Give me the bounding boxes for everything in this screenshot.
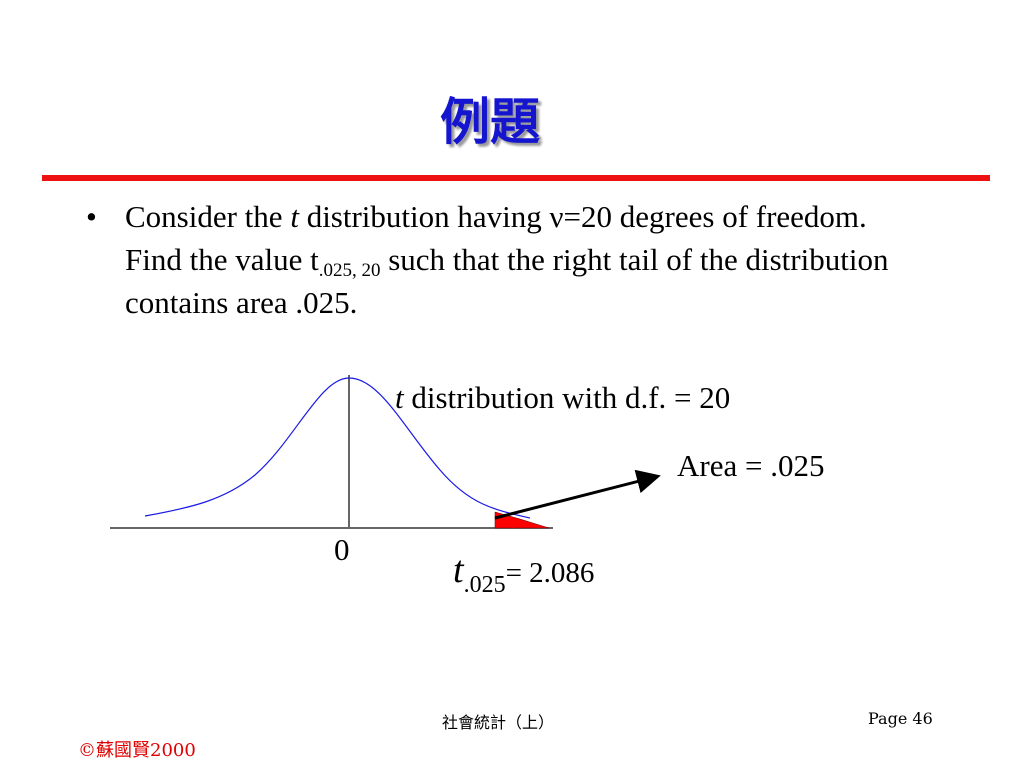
bullet-text: Consider the t distribution having ν=20 … xyxy=(125,195,925,324)
subscript: .025, 20 xyxy=(318,260,381,281)
density-curve xyxy=(144,377,531,519)
area-arrow xyxy=(494,469,661,520)
text-run: =20 degrees of freedom. Find the value t xyxy=(125,199,867,277)
text-run: = 2.086 xyxy=(505,557,595,589)
footer-course: 社會統計（上） xyxy=(442,713,555,732)
area-label: Area = .025 xyxy=(677,448,825,483)
nu-symbol: ν xyxy=(549,199,564,234)
text-run: Consider the xyxy=(125,199,291,234)
text-run: t xyxy=(290,199,299,234)
title-divider xyxy=(42,175,990,181)
bullet-marker: • xyxy=(86,199,97,234)
critical-value-label: t.025= 2.086 xyxy=(453,548,595,597)
text-run: t xyxy=(395,380,404,415)
text-run: distribution with d.f. = 20 xyxy=(403,380,731,415)
text-run: distribution having xyxy=(298,199,550,234)
zero-label: 0 xyxy=(334,532,350,567)
text-run: t xyxy=(453,549,464,591)
subscript: .025 xyxy=(463,572,506,598)
footer-copyright: ©蘇國賢2000 xyxy=(78,740,196,761)
footer-page-number: Page 46 xyxy=(868,709,933,728)
text-run: such that the right tail of the distribu… xyxy=(125,242,889,320)
slide-title: 例題 xyxy=(440,92,540,151)
diagram-caption: t distribution with d.f. = 20 xyxy=(395,380,730,416)
